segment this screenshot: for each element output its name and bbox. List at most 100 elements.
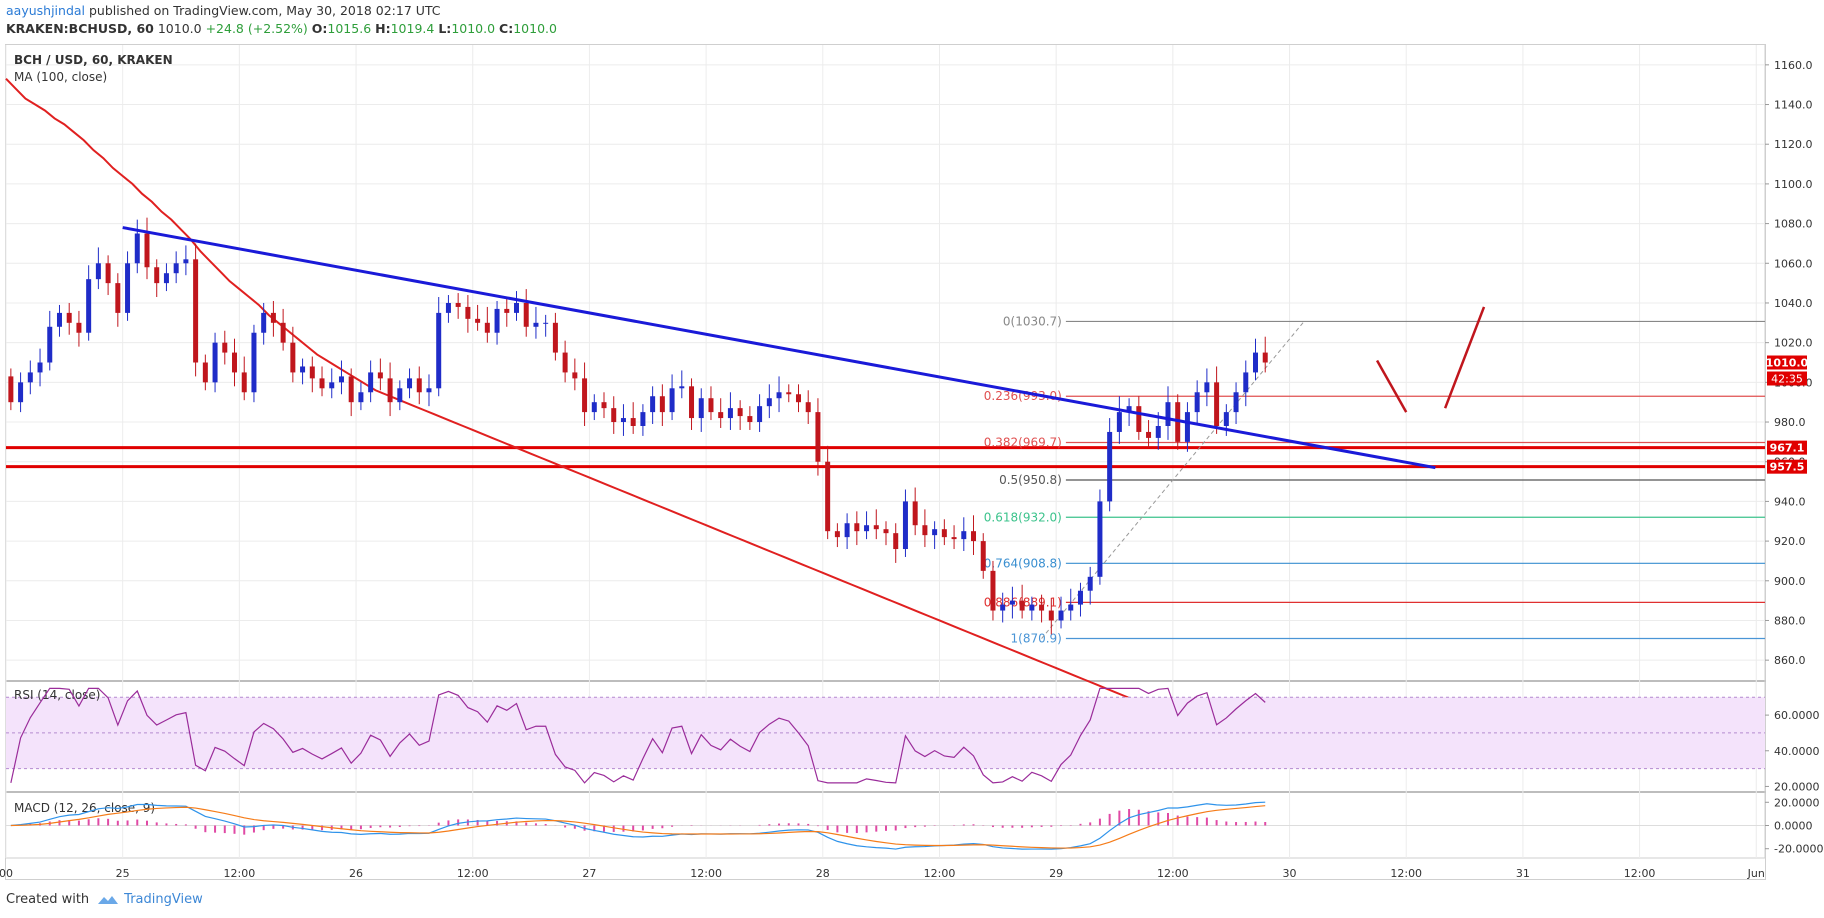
time-tick-label: 12:00 [924, 867, 956, 880]
price-pane [6, 45, 1765, 680]
candle-body [1029, 604, 1035, 611]
tradingview-link[interactable]: TradingView [97, 892, 203, 907]
candle-body [154, 267, 160, 284]
ma-line [5, 78, 1261, 753]
candle-body [795, 394, 801, 403]
candle-body [912, 501, 918, 526]
countdown-label: 42:35 [1771, 373, 1803, 386]
candle-body [971, 531, 977, 542]
candle-body [640, 412, 646, 426]
candle-body [552, 322, 558, 353]
candle-body [280, 322, 286, 343]
candle-body [144, 233, 150, 268]
price-tick-label: 1040.0 [1774, 297, 1813, 310]
ma-legend: MA (100, close) [14, 70, 107, 84]
candle-body [270, 312, 276, 323]
candle-body [786, 392, 792, 395]
time-tick-label: 27 [582, 867, 596, 880]
candle-body [1253, 352, 1259, 373]
candle-body [465, 306, 471, 319]
tradingview-logo-icon [98, 895, 119, 904]
fib-level-label: 1(870.9) [1011, 632, 1062, 646]
candle-body [766, 398, 772, 407]
candle-body [582, 378, 588, 413]
price-tick-label: 1100.0 [1774, 178, 1813, 191]
candle-body [27, 372, 33, 383]
price-tick-label: 860.0 [1774, 654, 1806, 667]
tradingview-brand: TradingView [124, 892, 203, 907]
support-price-label: 967.1 [1770, 442, 1805, 455]
candle-body [1058, 610, 1064, 621]
candle-body [776, 392, 782, 399]
candle-body [893, 533, 899, 550]
time-tick-label: 29 [1049, 867, 1063, 880]
fib-diagonal [1041, 321, 1305, 639]
time-tick-label: 12:00 [1624, 867, 1656, 880]
candle-body [805, 402, 811, 413]
candle-body [815, 412, 821, 462]
candle-body [562, 352, 568, 373]
candle-body [601, 402, 607, 409]
rsi-legend: RSI (14, close) [14, 688, 100, 702]
candle-body [397, 388, 403, 403]
author-link[interactable]: aayushjindal [6, 3, 86, 18]
candle-body [436, 312, 442, 389]
fib-level-label: 0.236(993.0) [984, 389, 1062, 403]
close-value: 1010.0 [513, 21, 557, 36]
open-label: O: [311, 21, 328, 36]
candle-body [1019, 600, 1025, 611]
last-price-label: 1010.0 [1766, 357, 1809, 370]
candle-body [543, 322, 549, 324]
time-tick-label: 31 [1516, 867, 1530, 880]
candle-body [533, 322, 539, 327]
candle-body [66, 312, 72, 323]
candle-body [47, 326, 53, 363]
macd-legend: MACD (12, 26, close, 9) [14, 801, 155, 815]
candle-body [1107, 431, 1113, 502]
candle-body [1000, 604, 1006, 611]
candle-body [1116, 412, 1122, 432]
macd-tick-label: 20.0000 [1774, 796, 1820, 809]
price-change: +24.8 (+2.52%) [205, 21, 308, 36]
candle-body [922, 525, 928, 536]
candle-body [261, 312, 267, 333]
candle-body [95, 263, 101, 280]
price-tick-label: 1060.0 [1774, 257, 1813, 270]
fib-level-label: 0.764(908.8) [984, 556, 1062, 570]
candle-body [951, 537, 957, 540]
candle-body [377, 372, 383, 379]
candle-body [659, 396, 665, 413]
signal-line [10, 805, 1266, 849]
candle-body [932, 529, 938, 536]
fib-level-label: 0(1030.7) [1003, 314, 1062, 328]
candle-body [689, 386, 695, 419]
time-tick-label: 12:00 [1157, 867, 1189, 880]
rsi-tick-label: 40.0000 [1774, 745, 1820, 758]
quote-line: KRAKEN:BCHUSD, 60 1010.0 +24.8 (+2.52%) … [6, 21, 557, 36]
candle-body [251, 332, 257, 393]
candle-body [679, 386, 685, 389]
candle-body [737, 408, 743, 417]
candle-body [416, 378, 422, 393]
candle-body [290, 342, 296, 373]
time-tick-label: 00 [0, 867, 13, 880]
candle-body [1039, 604, 1045, 611]
candle-body [368, 372, 374, 393]
candle-body [18, 382, 24, 403]
candle-body [980, 541, 986, 571]
footer: Created with TradingView [6, 892, 203, 907]
publish-line: aayushjindal published on TradingView.co… [6, 3, 441, 18]
candle-body [445, 302, 451, 313]
time-tick-label: 12:00 [224, 867, 256, 880]
projection-stroke [1443, 306, 1486, 409]
candle-body [125, 263, 131, 313]
candle-body [348, 376, 354, 403]
time-tick-label: Jun [1747, 867, 1765, 880]
candle-body [76, 322, 82, 333]
candle-body [961, 531, 967, 540]
time-tick-label: 28 [816, 867, 830, 880]
price-tick-label: 920.0 [1774, 535, 1806, 548]
price-tick-label: 1160.0 [1774, 59, 1813, 72]
candle-body [757, 406, 763, 423]
